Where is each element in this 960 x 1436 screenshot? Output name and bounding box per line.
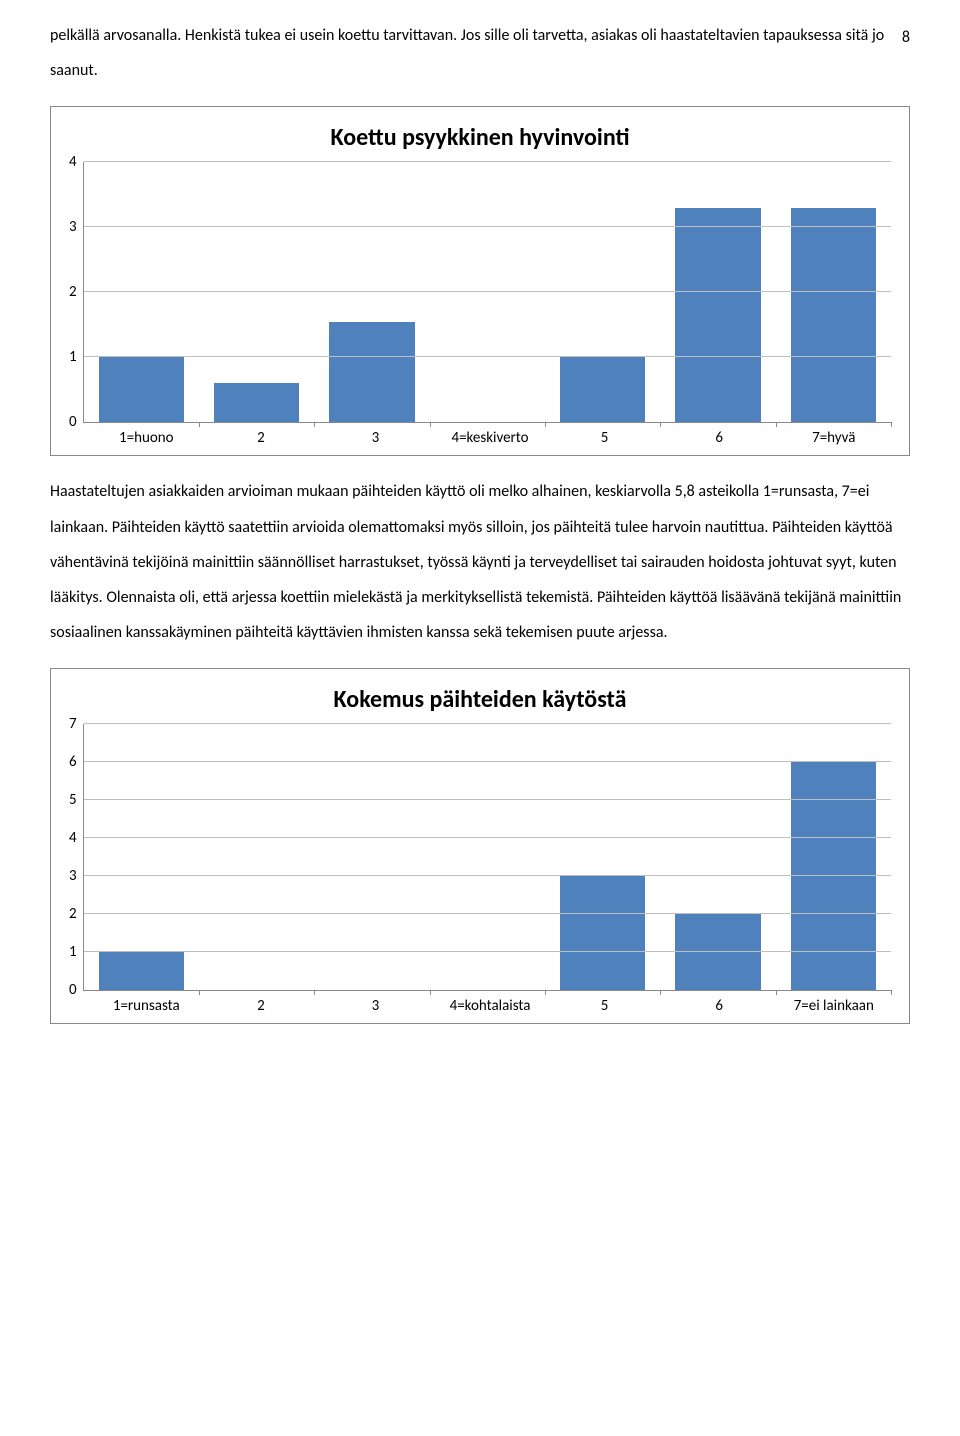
chart-paihteet: Kokemus päihteiden käytöstä 76543210 1=r… (50, 668, 910, 1024)
x-tick-label: 7=ei lainkaan (776, 997, 891, 1015)
bar (329, 322, 414, 423)
bar-slot (430, 162, 545, 422)
bar (791, 762, 876, 990)
chart1-plot (83, 162, 891, 423)
chart1-title: Koettu psyykkinen hyvinvointi (69, 123, 891, 152)
intro-paragraph: pelkällä arvosanalla. Henkistä tukea ei … (50, 18, 910, 88)
x-tick (199, 422, 200, 427)
x-tick-label: 7=hyvä (776, 429, 891, 447)
x-tick (430, 422, 431, 427)
bar-slot (199, 162, 314, 422)
x-tick (314, 990, 315, 995)
bar (99, 952, 184, 990)
x-tick-label: 2 (204, 997, 319, 1015)
x-tick (776, 422, 777, 427)
page-number: 8 (902, 28, 910, 47)
middle-paragraph: Haastateltujen asiakkaiden arvioiman muk… (50, 474, 910, 650)
grid-line (84, 723, 891, 724)
bar (675, 208, 760, 423)
x-tick-label: 3 (318, 429, 433, 447)
x-tick (314, 422, 315, 427)
x-tick-label: 6 (662, 997, 777, 1015)
chart2-x-axis: 1=runsasta234=kohtalaista567=ei lainkaan (69, 997, 891, 1015)
grid-line (84, 356, 891, 357)
grid-line (84, 161, 891, 162)
grid-line (84, 837, 891, 838)
grid-line (84, 291, 891, 292)
x-tick (891, 422, 892, 427)
bar (791, 208, 876, 423)
grid-line (84, 761, 891, 762)
x-tick (545, 990, 546, 995)
x-tick (430, 990, 431, 995)
chart1-y-axis: 43210 (69, 162, 83, 422)
chart-psyykkinen: Koettu psyykkinen hyvinvointi 43210 1=hu… (50, 106, 910, 456)
x-tick-label: 3 (318, 997, 433, 1015)
bar-slot (776, 162, 891, 422)
x-tick (660, 990, 661, 995)
bar (560, 357, 645, 422)
bar-slot (84, 162, 199, 422)
bar (99, 357, 184, 422)
chart2-plot (83, 724, 891, 991)
x-tick-label: 4=keskiverto (433, 429, 548, 447)
bar (560, 876, 645, 990)
x-tick-label: 5 (547, 997, 662, 1015)
x-tick (199, 990, 200, 995)
grid-line (84, 875, 891, 876)
x-tick (660, 422, 661, 427)
grid-line (84, 913, 891, 914)
x-tick-label: 5 (547, 429, 662, 447)
x-tick (891, 990, 892, 995)
x-tick (545, 422, 546, 427)
x-tick (776, 990, 777, 995)
chart1-x-axis: 1=huono234=keskiverto567=hyvä (69, 429, 891, 447)
bar-slot (314, 162, 429, 422)
chart2-y-axis: 76543210 (69, 724, 83, 990)
bar (675, 914, 760, 990)
bar-slot (545, 162, 660, 422)
grid-line (84, 799, 891, 800)
grid-line (84, 951, 891, 952)
bar (214, 383, 299, 422)
x-tick-label: 6 (662, 429, 777, 447)
x-tick-label: 2 (204, 429, 319, 447)
x-tick-label: 1=huono (89, 429, 204, 447)
bar-slot (660, 162, 775, 422)
grid-line (84, 226, 891, 227)
chart2-title: Kokemus päihteiden käytöstä (69, 685, 891, 714)
x-tick-label: 4=kohtalaista (433, 997, 548, 1015)
x-tick-label: 1=runsasta (89, 997, 204, 1015)
